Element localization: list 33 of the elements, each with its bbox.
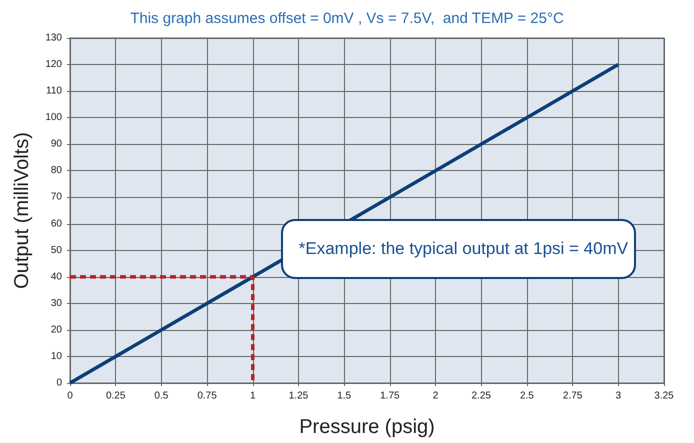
y-tick-label: 30 [50, 298, 62, 309]
y-tick-label: 120 [45, 59, 62, 70]
x-tick-label: 1.25 [288, 390, 309, 402]
x-tick-label: 1.5 [337, 390, 352, 402]
y-tick-label: 100 [45, 112, 62, 124]
y-axis-title: Output (milliVolts) [11, 132, 33, 289]
y-tick-label: 80 [50, 165, 62, 176]
x-tick-label: 2.25 [471, 390, 492, 402]
x-tick-label: 1.75 [380, 390, 400, 402]
x-tick-label: 3 [616, 390, 622, 402]
y-tick-label: 20 [50, 324, 62, 336]
y-tick-label: 40 [50, 271, 62, 282]
x-tick-label: 2.5 [520, 390, 534, 402]
y-tick-label: 60 [50, 218, 62, 230]
x-tick-label: 3.25 [654, 390, 674, 402]
y-tick-label: 110 [46, 86, 62, 97]
x-tick-label: 0 [67, 390, 74, 402]
x-tick-label: 0.5 [154, 390, 169, 402]
x-tick-label: 1 [250, 390, 256, 402]
chart-title: This graph assumes offset = 0mV , Vs = 7.5V, and TEMP = 25°C [130, 10, 564, 27]
y-tick-label: 90 [50, 138, 62, 150]
callout-box: *Example: the typical output at 1psi = 40mV [280, 218, 636, 279]
y-tick-label: 50 [50, 244, 62, 256]
x-tick-label: 0.75 [197, 390, 218, 402]
y-tick-label: 10 [50, 350, 62, 362]
x-tick-label: 0.25 [106, 390, 126, 402]
x-tick-label: 2.75 [562, 390, 583, 402]
y-tick-label: 70 [50, 192, 62, 203]
y-tick-label: 0 [56, 378, 62, 388]
y-tick-label: 130 [45, 32, 62, 44]
x-axis-title: Pressure (psig) [299, 416, 435, 438]
x-tick-label: 2 [432, 390, 439, 402]
annotation: *Example: the typical output at 1psi = 40mV [298, 238, 628, 258]
